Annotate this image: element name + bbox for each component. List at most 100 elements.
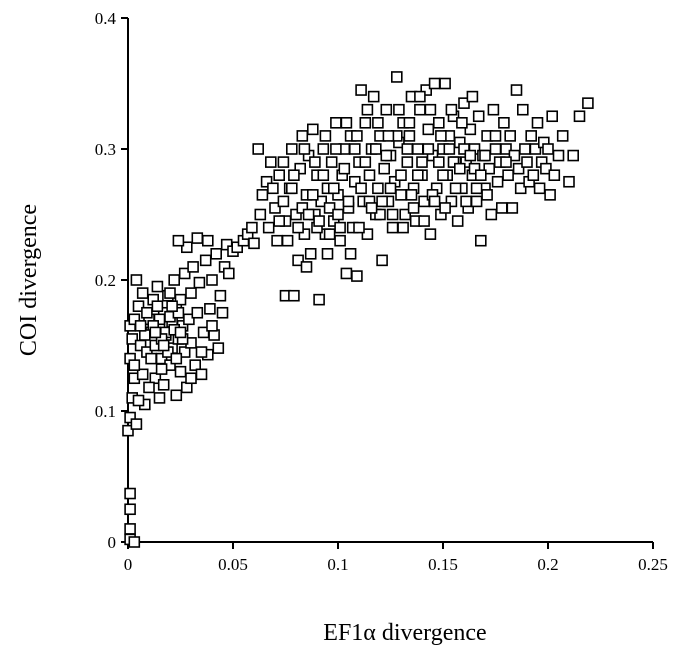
scatter-point: [130, 418, 143, 430]
scatter-point: [128, 536, 141, 548]
scatter-point: [189, 359, 201, 371]
scatter-point: [355, 182, 367, 195]
scatter-point: [422, 123, 435, 136]
scatter-point: [231, 241, 243, 254]
scatter-point: [355, 84, 367, 96]
scatter-point: [330, 117, 342, 129]
scatter-point: [172, 306, 185, 319]
scatter-point: [386, 208, 399, 221]
scatter-point: [546, 110, 559, 123]
scatter-point: [296, 202, 309, 214]
scatter-point: [202, 234, 214, 247]
scatter-point: [424, 103, 437, 116]
scatter-point: [525, 130, 538, 142]
scatter-point: [416, 156, 428, 168]
scatter-point: [281, 234, 294, 247]
scatter-point: [502, 169, 514, 181]
scatter-point: [567, 149, 580, 162]
scatter-point: [206, 274, 218, 286]
scatter-point: [285, 143, 298, 155]
scatter-point: [470, 182, 483, 195]
scatter-point: [164, 287, 176, 299]
scatter-point: [269, 202, 281, 214]
scatter-point: [294, 162, 307, 175]
scatter-point: [468, 162, 481, 175]
scatter-point: [489, 130, 502, 142]
scatter-point: [132, 300, 145, 313]
scatter-point: [456, 117, 468, 129]
scatter-point: [464, 123, 477, 136]
scatter-point: [128, 313, 141, 326]
scatter-point: [424, 228, 437, 240]
scatter-point: [151, 280, 164, 293]
scatter-point: [277, 195, 290, 208]
scatter-point: [132, 394, 145, 407]
scatter-point: [403, 117, 416, 129]
scatter-point: [393, 103, 405, 116]
scatter-point: [254, 208, 267, 221]
scatter-point: [323, 202, 336, 214]
scatter-point: [351, 270, 363, 282]
scatter-point: [191, 306, 204, 319]
x-axis-title: EF1α divergence: [323, 620, 486, 646]
scatter-point: [248, 237, 260, 250]
scatter-point: [187, 261, 199, 273]
scatter-point: [519, 143, 531, 155]
scatter-point: [262, 221, 275, 234]
scatter-point: [504, 130, 517, 142]
scatter-point: [382, 130, 395, 142]
axis-ticks: 0 0.05 0.1 0.15 0.2 0.25 0 0.1 0.2 0.3 0.4: [95, 9, 668, 574]
scatter-point: [288, 169, 300, 181]
scatter-point: [170, 389, 183, 402]
x-tick-label: 0.05: [218, 555, 248, 574]
scatter-point: [290, 208, 302, 221]
scatter-point: [453, 162, 466, 175]
scatter-point: [466, 90, 479, 103]
scatter-point: [344, 248, 357, 260]
scatter-point: [548, 169, 561, 181]
scatter-point: [403, 130, 416, 142]
scatter-point: [149, 372, 162, 385]
scatter-point: [376, 254, 388, 267]
scatter-point: [374, 208, 386, 221]
scatter-point: [405, 189, 418, 201]
scatter-point: [214, 289, 227, 302]
scatter-point: [185, 287, 197, 299]
scatter-point: [495, 202, 508, 214]
scatter-point: [432, 156, 445, 168]
scatter-point: [361, 103, 374, 116]
y-tick-label: 0.4: [95, 9, 117, 28]
scatter-point: [420, 84, 433, 96]
scatter-point: [432, 117, 445, 129]
scatter-point: [380, 149, 393, 162]
scatter-point: [399, 208, 412, 221]
x-tick-label: 0.15: [428, 555, 458, 574]
scatter-point: [178, 346, 191, 358]
scatter-point: [298, 143, 311, 155]
scatter-point: [414, 103, 426, 116]
scatter-point: [447, 156, 460, 168]
scatter-point: [178, 267, 191, 280]
y-axis-title: COI divergence: [16, 204, 42, 356]
scatter-point: [516, 103, 529, 116]
scatter-point: [126, 333, 138, 345]
scatter-point: [372, 182, 384, 195]
scatter-point: [483, 162, 496, 175]
scatter-point: [292, 221, 304, 234]
scatter-point: [386, 221, 399, 234]
scatter-point: [128, 359, 141, 371]
scatter-point: [506, 202, 519, 214]
scatter-point: [376, 195, 388, 208]
scatter-point: [460, 195, 472, 208]
scatter-point: [348, 143, 361, 155]
scatter-point: [271, 234, 283, 247]
y-tick-label: 0.1: [95, 402, 116, 421]
scatter-point: [435, 130, 447, 142]
scatter-point: [292, 254, 304, 267]
scatter-point: [451, 215, 464, 227]
scatter-point: [334, 221, 346, 234]
scatter-point: [124, 411, 136, 424]
scatter-point: [246, 221, 258, 234]
scatter-point: [533, 182, 546, 195]
